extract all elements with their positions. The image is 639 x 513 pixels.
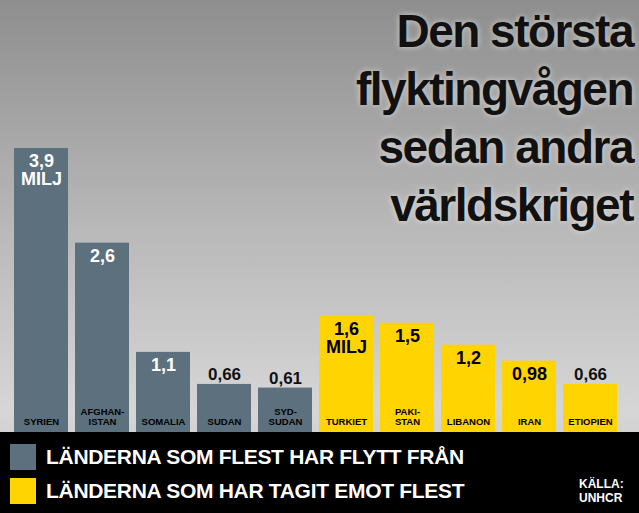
svg-text:IRAN: IRAN: [518, 416, 541, 427]
svg-text:2,6: 2,6: [90, 246, 115, 266]
svg-text:0,61: 0,61: [269, 369, 302, 388]
html-text:LÄNDERNA SOM FLEST HAR FLYTT F: LÄNDERNA SOM FLEST HAR FLYTT FRÅN: [46, 445, 464, 468]
html-text:LÄNDERNA SOM HAR TAGIT EMOT FL: LÄNDERNA SOM HAR TAGIT EMOT FLEST: [46, 479, 465, 502]
svg-text:PAKI-STAN: PAKI-STAN: [395, 406, 420, 427]
html-text:Den största flyktingvågen seda: Den största flyktingvågen sedan andra vä…: [356, 5, 633, 231]
svg-text:1,5: 1,5: [395, 326, 420, 346]
svg-text:SOMALIA: SOMALIA: [142, 416, 186, 427]
svg-text:1,1: 1,1: [151, 355, 176, 375]
svg-text:LIBANON: LIBANON: [447, 416, 490, 427]
svg-text:3,9MILJ: 3,9MILJ: [21, 151, 62, 189]
svg-text:1,6MILJ: 1,6MILJ: [326, 319, 367, 357]
html-text:KÄLLA: UNHCR: KÄLLA: UNHCR: [579, 477, 624, 505]
svg-text:SUDAN: SUDAN: [208, 416, 242, 427]
svg-text:1,2: 1,2: [456, 348, 481, 368]
svg-text:TURKIET: TURKIET: [326, 416, 367, 427]
svg-text:ETIOPIEN: ETIOPIEN: [568, 416, 612, 427]
svg-text:AFGHAN-ISTAN: AFGHAN-ISTAN: [81, 406, 125, 427]
svg-text:0,66: 0,66: [574, 365, 607, 384]
svg-text:SYRIEN: SYRIEN: [24, 416, 60, 427]
svg-text:0,66: 0,66: [208, 365, 241, 384]
svg-text:SYD-SUDAN: SYD-SUDAN: [269, 406, 303, 427]
svg-text:0,98: 0,98: [512, 364, 547, 384]
